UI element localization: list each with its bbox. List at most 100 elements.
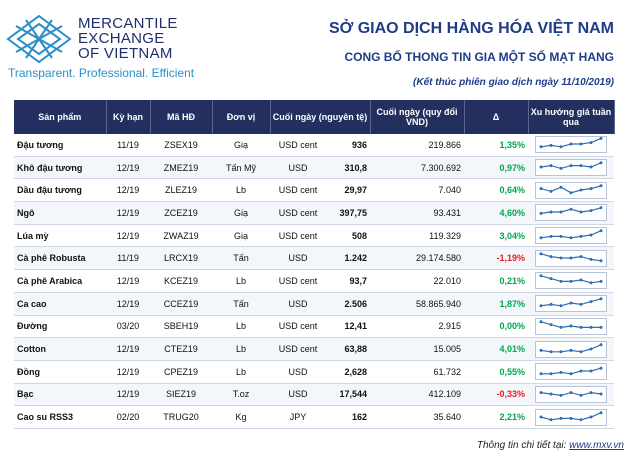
price-table: Sản phẩm Kỳ hạn Mã HĐ Đơn vị Cuối ngày (nguy… (14, 100, 615, 429)
sparkline-point (589, 415, 593, 419)
cell: 93,7 (326, 269, 370, 293)
cell: 12/19 (106, 178, 150, 203)
sparkline-point (549, 349, 553, 353)
cell: Lb (212, 337, 270, 361)
sparkline-point (579, 234, 583, 238)
sparkline (535, 249, 607, 267)
sparkline-point (539, 165, 543, 169)
sparkline-point (549, 254, 553, 258)
cell: 412.109 (370, 383, 464, 407)
cell: T.oz (212, 383, 270, 407)
cell: Cà phê Robusta (14, 246, 106, 271)
trend-cell (528, 405, 614, 429)
sparkline-point (539, 186, 543, 190)
sparkline-point (599, 206, 603, 210)
sparkline-point (569, 301, 573, 305)
sparkline (535, 295, 607, 313)
sparkline-point (589, 186, 593, 190)
sparkline-point (579, 142, 583, 146)
table-row: Ngô 12/19 ZCEZ19 Giạ USD cent 397,75 93.431 4,6… (14, 201, 614, 225)
sparkline (535, 136, 607, 154)
cell: CCEZ19 (150, 292, 212, 316)
cell: USD (270, 292, 326, 316)
table-row: Dầu đậu tương 12/19 ZLEZ19 Lb USD cent 29,97 7… (14, 178, 614, 203)
sparkline-point (559, 371, 563, 375)
cell: 7.040 (370, 178, 464, 203)
trend-cell (528, 224, 614, 248)
table-row: Khô đậu tương 12/19 ZMEZ19 Tấn Mỹ USD 310,8 7.… (14, 156, 614, 180)
cell: 0,00% (464, 315, 528, 339)
sparkline-point (559, 349, 563, 353)
sparkline-point (579, 393, 583, 397)
sparkline (535, 408, 607, 426)
sparkline-point (569, 372, 573, 376)
sparkline-point (549, 372, 553, 376)
sparkline-point (589, 391, 593, 395)
cell: 22.010 (370, 269, 464, 293)
cell: CPEZ19 (150, 360, 212, 384)
sparkline-point (599, 325, 603, 329)
cell: Đường (14, 315, 106, 339)
sparkline-point (559, 210, 563, 214)
cell: Giạ (212, 224, 270, 248)
cell: 0,21% (464, 269, 528, 293)
title: SỞ GIAO DỊCH HÀNG HÓA VIỆT NAM (328, 20, 614, 37)
sparkline-point (559, 185, 563, 189)
sparkline-point (559, 304, 563, 308)
cell: Tấn (212, 246, 270, 271)
cell: Tấn (212, 292, 270, 316)
sparkline-point (569, 142, 573, 146)
sparkline-point (569, 416, 573, 420)
cell: Dầu đậu tương (14, 178, 106, 203)
sparkline-point (549, 277, 553, 281)
sparkline-point (559, 393, 563, 397)
footer-link[interactable]: www.mxv.vn (569, 440, 624, 451)
sparkline-point (569, 324, 573, 328)
cell: 0,97% (464, 156, 528, 180)
cell: 2.506 (326, 292, 370, 316)
column-header: Δ (464, 100, 529, 134)
sparkline-point (569, 164, 573, 168)
subtitle: CONG BỐ THONG TIN GIA MỘT SỐ MẠT HANG (344, 50, 614, 64)
cell: 11/19 (106, 246, 150, 271)
cell: 12/19 (106, 201, 150, 225)
cell: 11/19 (106, 134, 150, 157)
cell: 61.732 (370, 360, 464, 384)
cell: 7.300.692 (370, 156, 464, 180)
cell: 93.431 (370, 201, 464, 225)
column-header: Cuối ngày (quy đổi VND) (370, 100, 465, 134)
sparkline-point (539, 372, 543, 376)
sparkline-point (589, 257, 593, 261)
cell: Lb (212, 360, 270, 384)
tagline: Transparent. Professional. Efficient (8, 66, 195, 80)
sparkline-point (579, 188, 583, 192)
sparkline-point (569, 280, 573, 284)
sparkline-point (539, 212, 543, 216)
cell: JPY (270, 405, 326, 429)
trend-cell (528, 246, 614, 271)
sparkline-frame (535, 363, 607, 381)
sparkline-point (599, 161, 603, 165)
sparkline-frame (535, 159, 607, 177)
cell: 4,01% (464, 337, 528, 361)
cell: SBEH19 (150, 315, 212, 339)
cell: Đồng (14, 360, 106, 384)
table-row: Cà phê Robusta 11/19 LRCX19 Tấn USD 1.242 29.1… (14, 246, 614, 271)
table-row: Đậu tương 11/19 ZSEX19 Giạ USD cent 936 219.86… (14, 134, 614, 157)
column-header: Xu hướng giá tuần qua (528, 100, 615, 134)
sparkline-point (569, 191, 573, 195)
cell: USD (270, 360, 326, 384)
sparkline-point (589, 141, 593, 145)
cell: 119.329 (370, 224, 464, 248)
sparkline-point (559, 256, 563, 260)
sparkline-point (539, 236, 543, 240)
sparkline-point (589, 347, 593, 351)
sparkline-point (549, 144, 553, 148)
sparkline (535, 317, 607, 335)
sparkline-point (599, 392, 603, 396)
sparkline-point (549, 210, 553, 214)
cell: Ca cao (14, 292, 106, 316)
sparkline-point (539, 274, 543, 278)
table-row: Ca cao 12/19 CCEZ19 Tấn USD 2.506 58.865.940 1,… (14, 292, 614, 316)
